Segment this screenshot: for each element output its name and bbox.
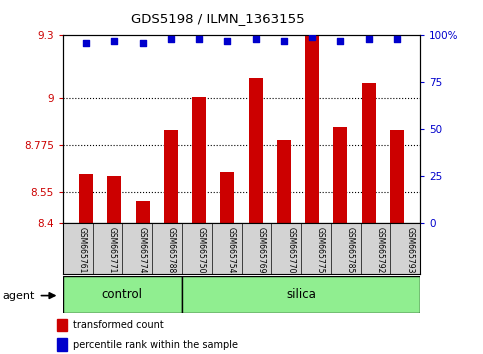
Bar <box>362 83 376 223</box>
Text: GSM665793: GSM665793 <box>405 227 414 274</box>
Point <box>393 36 401 42</box>
Point <box>280 38 288 44</box>
Point <box>167 36 175 42</box>
Text: silica: silica <box>286 288 316 301</box>
Bar <box>192 97 206 223</box>
Bar <box>164 130 178 223</box>
Bar <box>107 176 121 223</box>
Text: GSM665761: GSM665761 <box>78 227 86 274</box>
Bar <box>390 130 404 223</box>
Text: transformed count: transformed count <box>73 320 164 330</box>
Bar <box>57 319 67 331</box>
Bar <box>220 172 234 223</box>
Text: agent: agent <box>2 291 35 301</box>
Text: GSM665792: GSM665792 <box>376 227 384 274</box>
Text: GSM665769: GSM665769 <box>256 227 265 274</box>
Point <box>365 36 372 42</box>
Text: GSM665775: GSM665775 <box>316 227 325 274</box>
Point <box>224 38 231 44</box>
Text: control: control <box>102 288 143 301</box>
Text: GSM665774: GSM665774 <box>137 227 146 274</box>
Point <box>139 40 146 46</box>
Point <box>195 36 203 42</box>
Bar <box>136 201 150 223</box>
Point <box>252 36 259 42</box>
Text: GSM665788: GSM665788 <box>167 227 176 273</box>
Text: GDS5198 / ILMN_1363155: GDS5198 / ILMN_1363155 <box>130 12 304 25</box>
Bar <box>333 127 347 223</box>
Bar <box>305 35 319 223</box>
Point <box>82 40 90 46</box>
Text: percentile rank within the sample: percentile rank within the sample <box>73 339 238 350</box>
Text: GSM665770: GSM665770 <box>286 227 295 274</box>
Text: GSM665771: GSM665771 <box>108 227 116 274</box>
Bar <box>249 78 263 223</box>
Bar <box>277 139 291 223</box>
Point <box>111 38 118 44</box>
Text: GSM665750: GSM665750 <box>197 227 206 274</box>
Bar <box>57 338 67 351</box>
Bar <box>79 174 93 223</box>
Text: GSM665754: GSM665754 <box>227 227 236 274</box>
Point <box>337 38 344 44</box>
Text: GSM665785: GSM665785 <box>346 227 355 274</box>
Bar <box>63 276 182 313</box>
Point <box>308 34 316 40</box>
Bar <box>182 276 420 313</box>
